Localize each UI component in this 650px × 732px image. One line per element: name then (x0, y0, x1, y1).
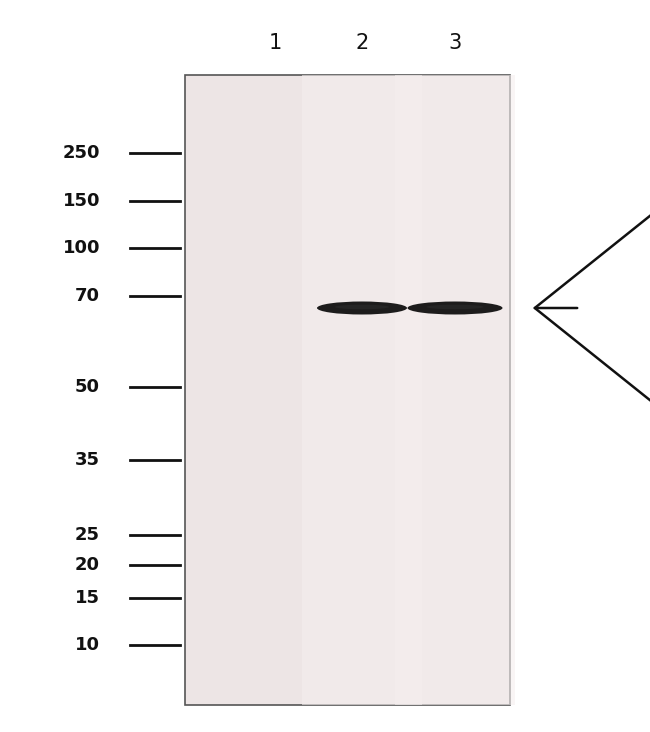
Text: 15: 15 (75, 589, 100, 607)
Text: 1: 1 (268, 33, 281, 53)
Text: 250: 250 (62, 144, 100, 162)
Text: 100: 100 (62, 239, 100, 257)
Bar (302, 75, 422, 705)
Text: 25: 25 (75, 526, 100, 544)
Bar (395, 75, 515, 705)
Ellipse shape (335, 305, 389, 309)
Bar (185, 75, 510, 705)
Text: 35: 35 (75, 451, 100, 469)
Text: 150: 150 (62, 192, 100, 210)
Ellipse shape (317, 302, 407, 315)
Ellipse shape (408, 302, 502, 315)
Text: 2: 2 (356, 33, 369, 53)
Text: 20: 20 (75, 556, 100, 574)
Text: 70: 70 (75, 287, 100, 305)
Text: 3: 3 (448, 33, 461, 53)
Ellipse shape (426, 305, 484, 309)
Text: 10: 10 (75, 636, 100, 654)
Text: 50: 50 (75, 378, 100, 396)
